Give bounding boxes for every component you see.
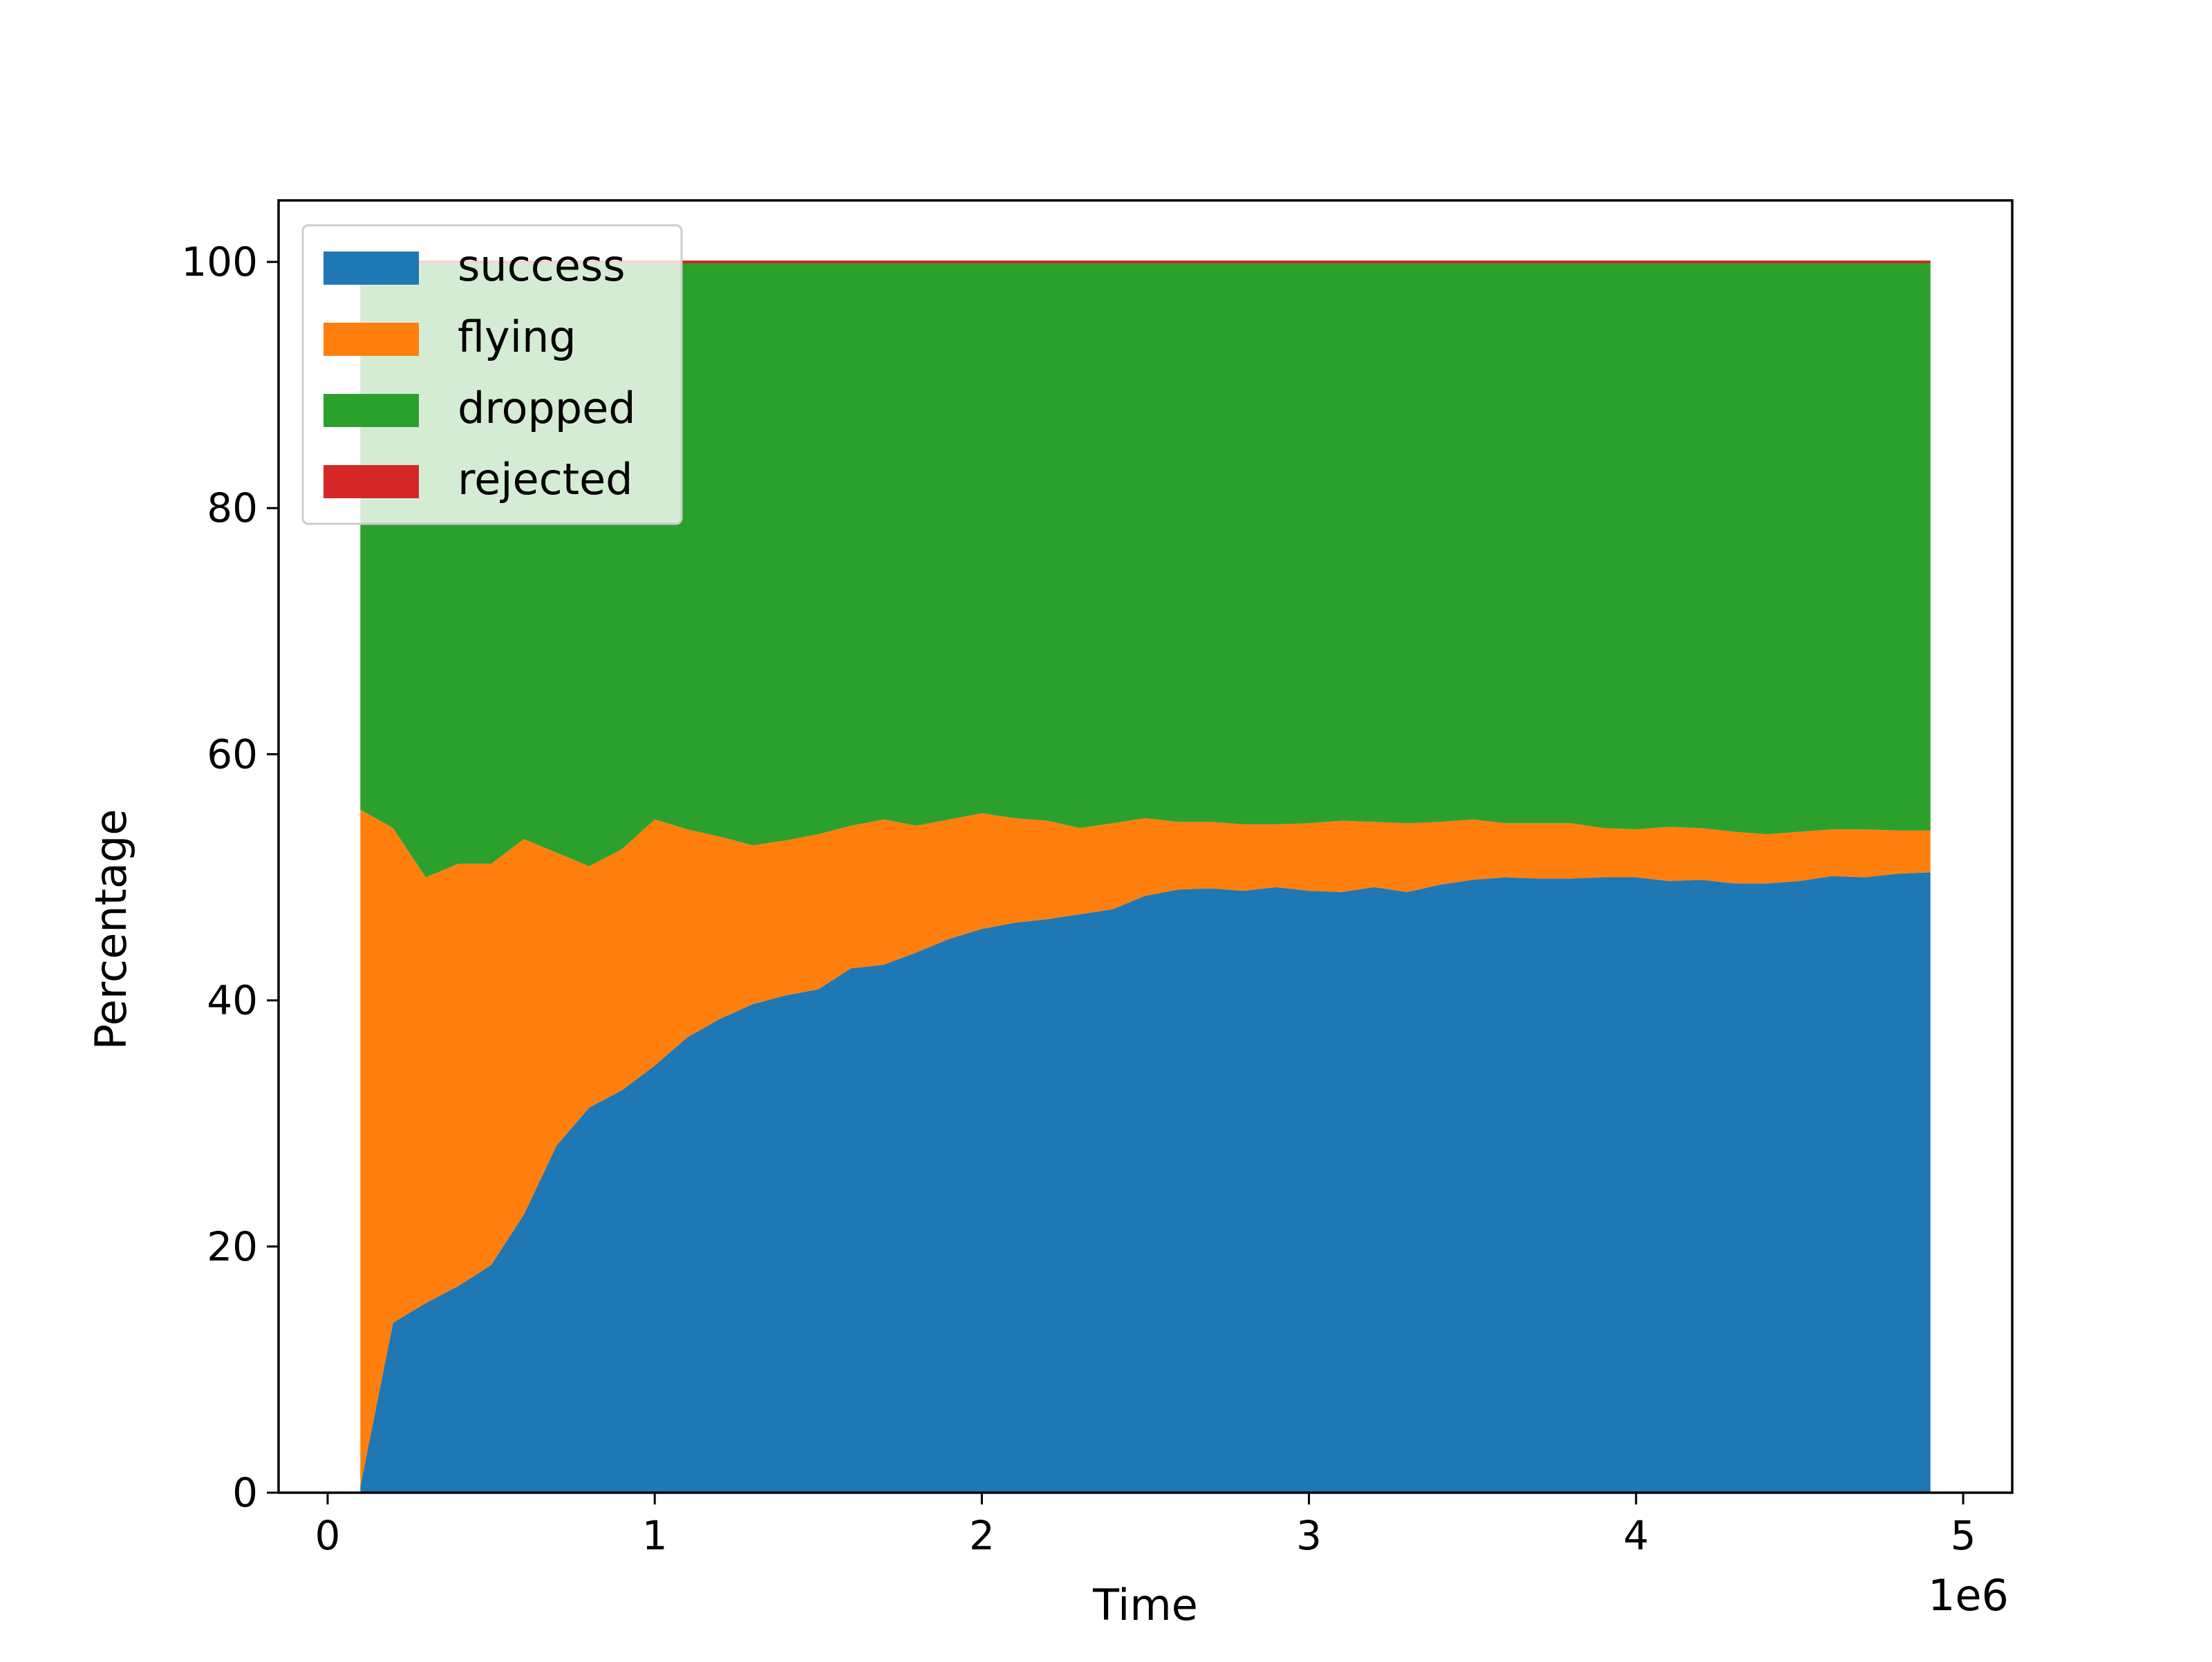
axes bbox=[277, 199, 2014, 1494]
legend: success flying dropped rejected bbox=[301, 224, 683, 525]
x-tick-label: 1 bbox=[642, 1512, 668, 1559]
area-flying bbox=[360, 809, 1931, 1487]
y-tick-label: 60 bbox=[207, 730, 258, 777]
y-tick-label: 20 bbox=[207, 1223, 258, 1270]
area-layers bbox=[360, 261, 1931, 1493]
legend-label-success: success bbox=[458, 240, 626, 291]
legend-swatch-dropped bbox=[324, 394, 419, 427]
legend-swatch-success bbox=[324, 252, 419, 285]
x-axis-label: Time bbox=[1092, 1580, 1198, 1630]
legend-label-dropped: dropped bbox=[458, 383, 636, 433]
legend-swatch-flying bbox=[324, 323, 419, 356]
area-dropped bbox=[360, 262, 1931, 878]
y-tick-label: 40 bbox=[207, 977, 258, 1024]
x-tick-label: 4 bbox=[1623, 1512, 1649, 1559]
x-tick-label: 2 bbox=[969, 1512, 995, 1559]
y-tick-label: 100 bbox=[181, 238, 258, 285]
y-tick-label: 80 bbox=[207, 484, 258, 531]
legend-label-rejected: rejected bbox=[458, 454, 633, 504]
x-tick-label: 5 bbox=[1951, 1512, 1976, 1559]
x-tick-label: 3 bbox=[1296, 1512, 1322, 1559]
x-offset-label: 1e6 bbox=[1928, 1570, 2009, 1621]
legend-box bbox=[301, 224, 683, 525]
tick-marks: 0 1 2 3 4 5 0 20 40 60 80 100 bbox=[181, 238, 1976, 1559]
legend-label-flying: flying bbox=[458, 312, 577, 362]
y-axis-label: Percentage bbox=[86, 809, 136, 1050]
y-tick-label: 0 bbox=[232, 1469, 258, 1516]
legend-swatch-rejected bbox=[324, 465, 419, 498]
x-tick-label: 0 bbox=[315, 1512, 341, 1559]
plot-frame bbox=[277, 199, 2014, 1494]
area-success bbox=[360, 872, 1931, 1493]
